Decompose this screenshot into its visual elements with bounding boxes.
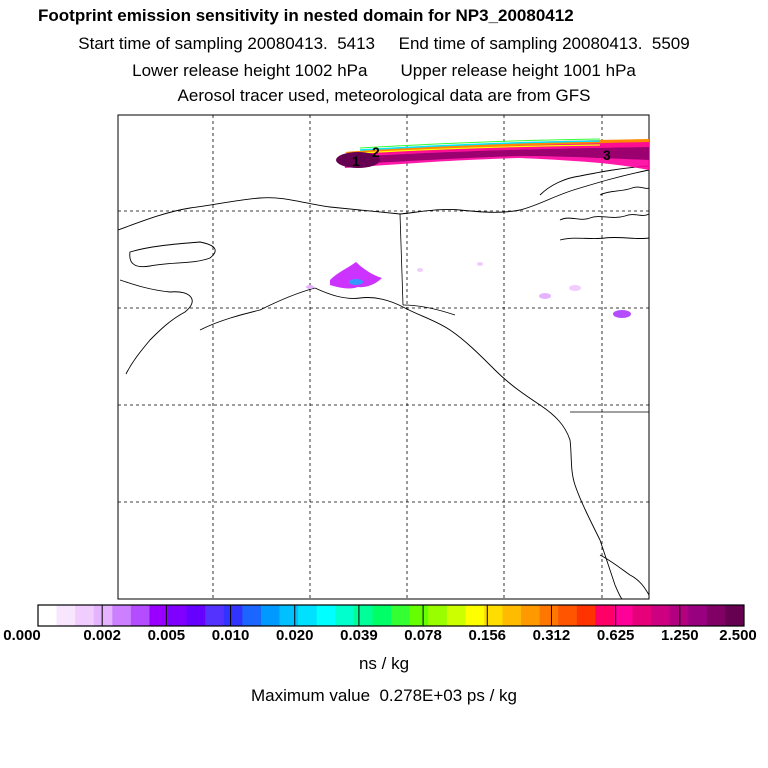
sampling-times: Start time of sampling 20080413. 5413 En… — [78, 34, 690, 53]
colorbar-swatch — [186, 605, 206, 626]
colorbar-swatch — [521, 605, 541, 626]
colorbar-swatch — [483, 605, 503, 626]
colorbar-swatch — [391, 605, 411, 626]
colorbar-swatch — [242, 605, 262, 626]
colorbar-tick-label: 0.010 — [211, 627, 250, 644]
footprint-patches — [306, 262, 631, 318]
colorbar-swatch — [688, 605, 708, 626]
borders — [399, 213, 649, 413]
marker-3: 3 — [603, 147, 611, 163]
colorbar-swatch — [613, 605, 634, 626]
colorbar-swatch — [558, 605, 578, 626]
colorbar-tick-label: 0.078 — [404, 627, 442, 644]
colorbar-swatch — [669, 605, 689, 626]
colorbar-swatch — [632, 605, 652, 626]
colorbar-tick-label: 0.156 — [468, 627, 507, 644]
colorbar-tick-label: 0.625 — [596, 627, 635, 644]
marker-1: 1 — [352, 153, 360, 169]
colorbar-swatch — [372, 605, 392, 626]
colorbar-swatch — [130, 605, 150, 626]
colorbar-swatch — [576, 605, 596, 626]
colorbar-swatch — [706, 605, 726, 626]
coastlines — [117, 165, 650, 600]
footprint-plume — [336, 138, 649, 170]
colorbar-swatch — [725, 605, 745, 626]
plot-title: Footprint emission sensitivity in nested… — [38, 6, 574, 25]
colorbar-swatch — [595, 605, 615, 626]
colorbar-swatch — [428, 605, 448, 626]
colorbar-swatch — [93, 605, 113, 626]
source-spot — [336, 152, 380, 168]
colorbar-swatch — [316, 605, 336, 626]
colorbar-swatch — [465, 605, 485, 626]
colorbar-swatch — [168, 605, 188, 626]
colorbar-swatch — [260, 605, 281, 626]
colorbar-swatch — [539, 605, 559, 626]
colorbar-tick-label: 0.000 — [3, 627, 41, 644]
plume-markers: 1 2 3 — [352, 144, 611, 169]
lat-lon-grid — [118, 115, 649, 599]
colorbar-swatch — [112, 605, 132, 626]
colorbar-swatch — [279, 605, 299, 626]
colorbar-swatch — [409, 605, 429, 626]
colorbar-swatch — [335, 605, 355, 626]
colorbar — [38, 605, 745, 626]
map-frame — [117, 114, 650, 600]
colorbar-swatch — [56, 605, 76, 626]
colorbar-units: ns / kg — [358, 654, 410, 673]
colorbar-swatch — [446, 605, 466, 626]
colorbar-swatch — [353, 605, 373, 626]
release-heights: Lower release height 1002 hPa Upper rele… — [132, 61, 636, 80]
colorbar-swatch — [149, 605, 169, 626]
colorbar-swatch — [38, 605, 58, 626]
colorbar-swatch — [205, 605, 225, 626]
colorbar-swatch — [502, 605, 522, 626]
colorbar-tick-label: 0.020 — [275, 627, 314, 644]
marker-2: 2 — [372, 144, 380, 160]
colorbar-tick-label: 0.002 — [83, 627, 121, 644]
colorbar-swatch — [75, 605, 95, 626]
maximum-value: Maximum value 0.278E+03 ps / kg — [251, 686, 517, 705]
colorbar-tick-label: 0.005 — [147, 627, 186, 644]
colorbar-swatch — [298, 605, 318, 626]
colorbar-swatch — [651, 605, 671, 626]
colorbar-tick-label: 0.039 — [340, 627, 378, 644]
colorbar-tick-label: 1.250 — [661, 627, 699, 644]
colorbar-tick-label: 2.500 — [719, 627, 757, 644]
tracer-info: Aerosol tracer used, meteorological data… — [177, 86, 591, 105]
colorbar-swatch — [223, 605, 243, 626]
colorbar-tick-label: 0.312 — [532, 627, 571, 644]
